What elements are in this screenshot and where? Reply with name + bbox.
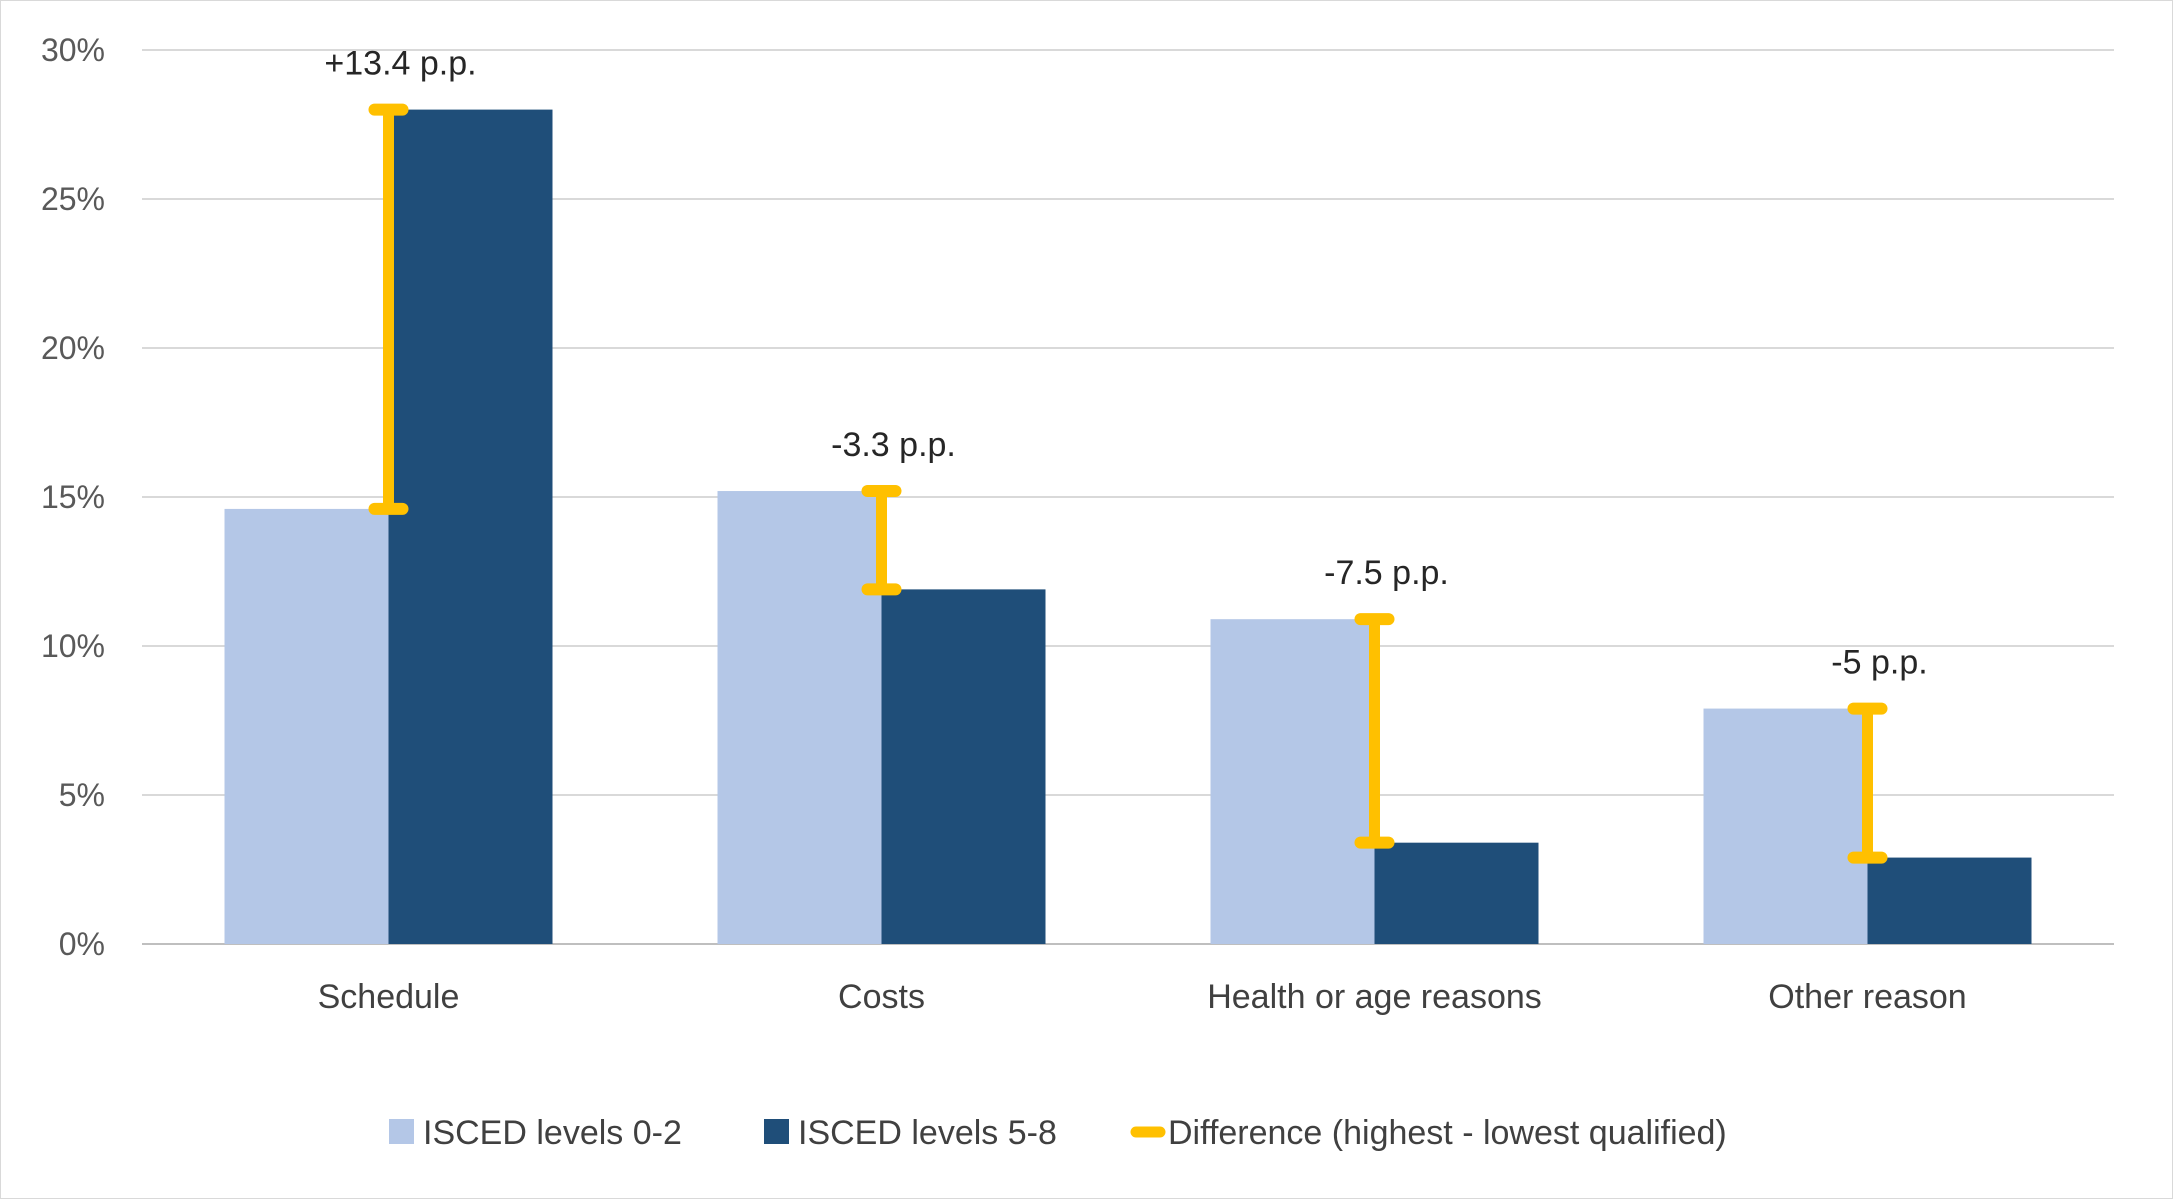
bar-isced-0-2 — [1210, 619, 1375, 944]
legend-item-isced-0-2: ISCED levels 0-2 — [389, 1114, 682, 1152]
bar-isced-0-2 — [717, 491, 882, 944]
y-tick-label: 25% — [41, 181, 105, 217]
category-label: Other reason — [1768, 978, 1966, 1016]
legend: ISCED levels 0-2 ISCED levels 5-8 Differen… — [389, 1114, 1727, 1152]
bar-isced-0-2 — [1703, 708, 1868, 944]
category-labels: Schedule Costs Health or age reasons Other … — [318, 978, 1967, 1016]
y-tick-label: 30% — [41, 32, 105, 68]
y-tick-label: 0% — [59, 926, 105, 962]
y-tick-label: 20% — [41, 330, 105, 366]
difference-label: -3.3 p.p. — [831, 426, 956, 464]
y-tick-label: 15% — [41, 479, 105, 515]
category-label: Costs — [838, 978, 925, 1016]
difference-marker — [368, 103, 409, 515]
category-label: Health or age reasons — [1207, 978, 1542, 1016]
difference-marker — [1354, 613, 1395, 849]
legend-label: ISCED levels 0-2 — [423, 1114, 682, 1152]
legend-item-difference: Difference (highest - lowest qualified) — [1130, 1114, 1727, 1152]
bar-isced-5-8 — [1867, 857, 2032, 944]
difference-markers: +13.4 p.p. -3.3 p.p. -7.5 p.p. -5 p.p. — [324, 45, 1928, 864]
bar-isced-5-8 — [881, 589, 1046, 944]
difference-label: -7.5 p.p. — [1324, 554, 1449, 592]
difference-label: -5 p.p. — [1831, 644, 1927, 682]
y-axis-tick-labels: 0% 5% 10% 15% 20% 25% 30% — [41, 32, 105, 962]
legend-label: Difference (highest - lowest qualified) — [1168, 1114, 1727, 1152]
bar-isced-5-8 — [388, 109, 553, 945]
legend-swatch — [389, 1119, 414, 1144]
legend-item-isced-5-8: ISCED levels 5-8 — [764, 1114, 1057, 1152]
bars — [224, 109, 2032, 945]
bar-isced-0-2 — [224, 508, 389, 944]
category-label: Schedule — [318, 978, 460, 1016]
difference-label: +13.4 p.p. — [324, 45, 476, 83]
y-tick-label: 10% — [41, 628, 105, 664]
legend-swatch — [764, 1119, 789, 1144]
y-tick-label: 5% — [59, 777, 105, 813]
bar-isced-5-8 — [1374, 842, 1539, 944]
difference-marker — [1847, 702, 1888, 864]
difference-marker — [861, 485, 902, 596]
legend-label: ISCED levels 5-8 — [798, 1114, 1057, 1152]
